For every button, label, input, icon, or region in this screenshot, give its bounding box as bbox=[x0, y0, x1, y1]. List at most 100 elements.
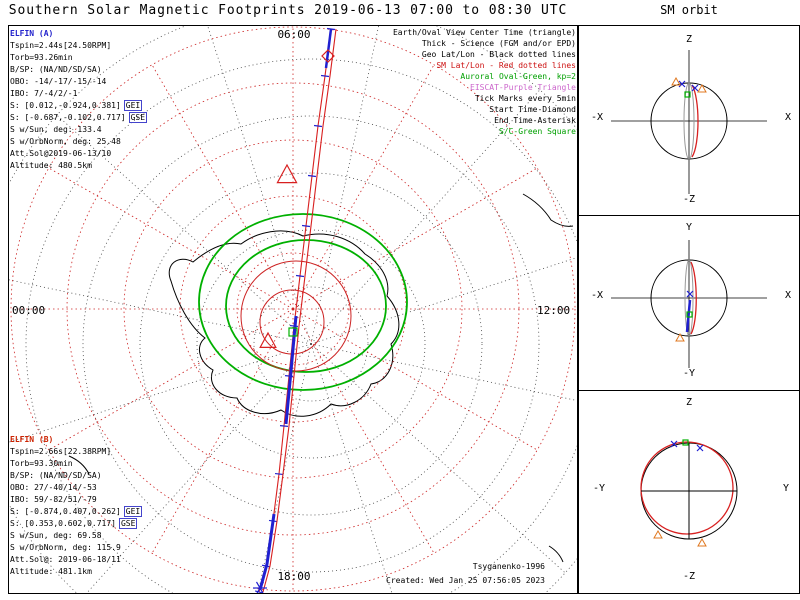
elfin-b-orbnorm-angle: S w/OrbNorm, deg: 115.9 bbox=[10, 543, 121, 552]
axis-label-left: -X bbox=[591, 112, 604, 123]
elfin-b-s-gei: S: [-0.874,0.407,0.262] GEI bbox=[10, 506, 143, 518]
sm-orbit-panel-xz: Z -X X -Z bbox=[578, 25, 800, 217]
five-min-tick bbox=[301, 224, 311, 228]
elfin-b-sun-angle: S w/Sun, deg: 69.58 bbox=[10, 531, 102, 540]
elfin-a-torb: Torb=93.26min bbox=[10, 53, 73, 62]
legend-line: End Time-Asterisk bbox=[494, 116, 576, 125]
legend-line: Geo Lat/Lon - Black dotted lines bbox=[421, 50, 576, 59]
gse-frame-badge: GSE bbox=[118, 518, 138, 529]
orbit-track-red bbox=[690, 261, 697, 335]
axis-label-top: Y bbox=[685, 222, 693, 233]
science-segment bbox=[685, 299, 692, 333]
created-timestamp: Created: Wed Jan 25 07:56:05 2023 bbox=[386, 576, 545, 585]
auroral-oval bbox=[198, 213, 408, 391]
legend-line: SM Lat/Lon - Red dotted lines bbox=[436, 61, 576, 70]
elfin-a-s-gse-value: S: [-0.687,-0.102,0.717] bbox=[10, 113, 126, 122]
elfin-a-bsp: B/SP: (NA/ND/SD/SA) bbox=[10, 65, 102, 74]
axis-label-left: -Y bbox=[593, 483, 606, 494]
sm-graticule bbox=[10, 26, 576, 592]
elfin-a-footprint bbox=[258, 28, 332, 593]
view-center-triangle bbox=[697, 83, 707, 93]
mlt-label-bottom: 18:00 bbox=[277, 570, 311, 583]
track-markers bbox=[253, 49, 335, 595]
five-min-tick bbox=[254, 590, 264, 594]
legend-line: Auroral Oval-Green, kp=2 bbox=[460, 72, 576, 81]
five-min-tick bbox=[307, 174, 317, 178]
page-title: Southern Solar Magnetic Footprints 2019-… bbox=[8, 3, 568, 18]
view-center-triangle-marker bbox=[259, 331, 277, 348]
view-center-triangle bbox=[697, 537, 707, 547]
elfin-a-info: ELFIN (A) Tspin=2.44s[24.50RPM] Torb=93.… bbox=[10, 28, 148, 172]
elfin-a-altitude: Altitude: 480.5km bbox=[10, 161, 92, 170]
axis-label-top: Z bbox=[685, 397, 693, 408]
legend-line: EISCAT-Purple Triangle bbox=[470, 83, 576, 92]
sm-orbit-title: SM orbit bbox=[660, 3, 718, 17]
spacecraft-square bbox=[686, 311, 693, 318]
sm-orbit-xz-plot bbox=[611, 50, 767, 194]
view-center-triangle bbox=[671, 76, 681, 86]
orbit-track-red bbox=[640, 441, 734, 535]
elfin-b-bsp: B/SP: (NA/ND/SD/SA) bbox=[10, 471, 102, 480]
elfin-a-orbnorm-angle: S w/OrbNorm, deg: 25.48 bbox=[10, 137, 121, 146]
sm-orbit-yz-plot bbox=[640, 439, 738, 547]
elfin-a-s-gei: S: [0.012,-0.924,0.381] GEI bbox=[10, 100, 147, 112]
start-diamond-marker bbox=[321, 49, 335, 63]
five-min-tick bbox=[274, 472, 284, 476]
orbit-ellipse bbox=[684, 259, 694, 337]
elfin-a-s-gse: S: [-0.687,-0.102,0.717] GSE bbox=[10, 112, 148, 124]
coastline-fragment bbox=[522, 193, 574, 227]
mlt-label-right: 12:00 bbox=[537, 304, 571, 317]
spacecraft-square bbox=[684, 91, 691, 98]
axis-label-right: Y bbox=[782, 483, 789, 494]
mlt-label-left: 00:00 bbox=[12, 304, 46, 317]
elfin-b-s-gse-value: S: [0.353,0.602,0.717] bbox=[10, 519, 116, 528]
five-min-tick bbox=[320, 74, 330, 78]
gei-frame-badge: GEI bbox=[123, 506, 143, 517]
elfin-b-attsol: Att.Sol@: 2019-06-18/11 bbox=[10, 555, 121, 564]
elfin-a-ibo: IBO: 7/-4/2/-1 bbox=[10, 89, 78, 98]
axis-label-right: X bbox=[784, 112, 791, 123]
coastline-fragment bbox=[548, 545, 564, 563]
elfin-b-altitude: Altitude: 481.1km bbox=[10, 567, 92, 576]
map-legend: Earth/Oval View Center Time (triangle) T… bbox=[340, 27, 576, 137]
coastline-fragment bbox=[68, 455, 90, 475]
axis-label-bottom: -Y bbox=[682, 368, 696, 379]
elfin-a-obo: OBO: -14/-17/-15/-14 bbox=[10, 77, 107, 86]
elfin-b-tspin: Tspin=2.66s[22.38RPM] bbox=[10, 447, 112, 456]
footprint-map-box: 06:00 00:00 12:00 18:00 bbox=[0, 1, 654, 600]
science-segment-bottom bbox=[258, 513, 276, 591]
axis-label-bottom: -Z bbox=[682, 194, 696, 205]
legend-line: Tick Marks every 5min bbox=[474, 94, 576, 103]
science-segment-mid bbox=[284, 315, 298, 425]
sc-x-markers bbox=[678, 80, 699, 92]
legend-line: Earth/Oval View Center Time (triangle) bbox=[392, 28, 576, 37]
gse-frame-badge: GSE bbox=[128, 112, 148, 123]
sc-x-markers bbox=[670, 440, 704, 452]
sm-orbit-panel-yz: Z -Y Y -Z bbox=[578, 390, 800, 594]
spacecraft-square-marker bbox=[288, 327, 298, 337]
elfin-a-header: ELFIN (A) bbox=[10, 29, 54, 38]
axis-label-right: X bbox=[784, 290, 791, 301]
axis-label-left: -X bbox=[591, 290, 604, 301]
antarctica-outline bbox=[68, 193, 574, 563]
field-model-label: Tsyganenko-1996 bbox=[472, 562, 545, 571]
elfin-a-attsol: Att.Sol@2019-06-13/10 bbox=[10, 149, 112, 158]
elfin-b-s-gse: S: [0.353,0.602,0.717] GSE bbox=[10, 518, 142, 530]
elfin-b-s-gei-value: S: [-0.874,0.407,0.262] bbox=[10, 507, 121, 516]
elfin-b-torb: Torb=93.30min bbox=[10, 459, 73, 468]
view-center-triangle-marker bbox=[276, 163, 298, 184]
elfin-a-s-gei-value: S: [0.012,-0.924,0.381] bbox=[10, 101, 121, 110]
legend-line: Thick - Science (FGM and/or EPD) bbox=[421, 39, 576, 48]
sm-orbit-panel-xy: Y -X X -Y bbox=[578, 215, 800, 392]
end-asterisk-marker bbox=[255, 581, 265, 595]
elfin-a-tspin: Tspin=2.44s[24.50RPM] bbox=[10, 41, 112, 50]
elfin-b-ibo: IBO: 59/-82/51/-79 bbox=[10, 495, 97, 504]
five-min-tick bbox=[295, 274, 305, 278]
spacecraft-square bbox=[682, 439, 689, 446]
elfin-b-obo: OBO: 27/-40/14/-53 bbox=[10, 483, 97, 492]
view-center-triangle bbox=[675, 332, 685, 342]
sm-orbit-xy-plot bbox=[611, 240, 767, 368]
axis-label-top: Z bbox=[685, 34, 693, 45]
sc-x-markers bbox=[686, 290, 694, 298]
